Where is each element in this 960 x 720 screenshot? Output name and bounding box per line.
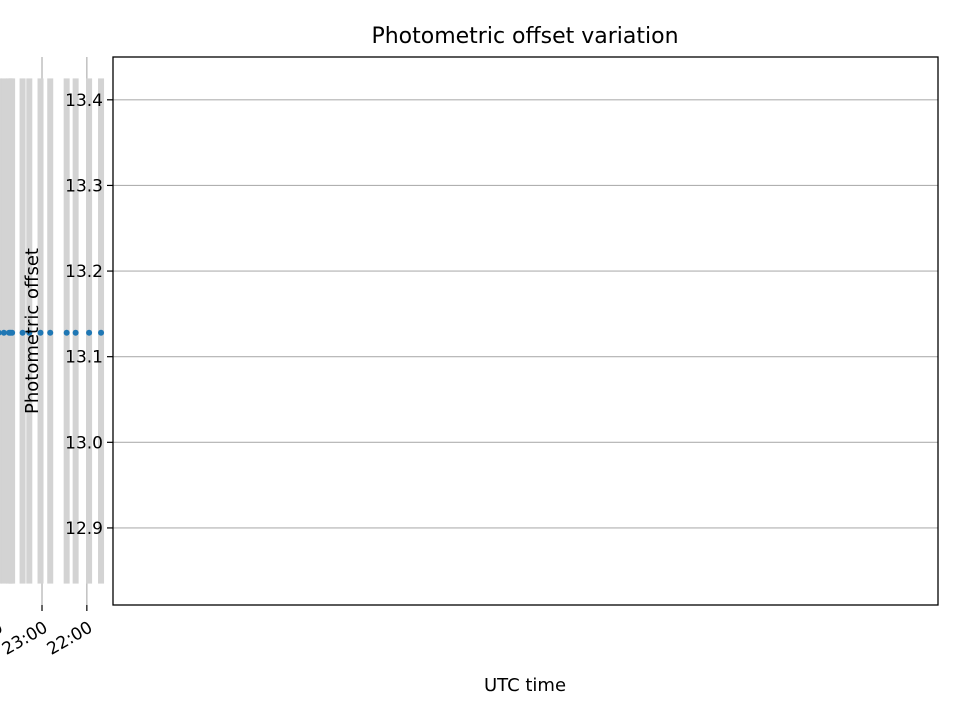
data-point (72, 329, 79, 336)
axes-frame (112, 56, 939, 606)
x-axis-label: UTC time (484, 675, 566, 696)
y-tick-label: 13.0 (65, 433, 103, 453)
data-point (6, 329, 13, 336)
data-point (98, 329, 105, 336)
data-point (47, 329, 54, 336)
y-tick-label: 13.3 (65, 176, 103, 196)
data-point (63, 329, 70, 336)
data-point (86, 329, 93, 336)
y-axis-label: Photometric offset (22, 248, 43, 414)
y-tick-label: 13.4 (65, 91, 103, 111)
data-point (19, 329, 26, 336)
plot-area: 22:0023:0000:0001:0002:0003:0012.913.013… (0, 56, 939, 660)
chart-title: Photometric offset variation (371, 24, 678, 49)
y-tick-label: 12.9 (65, 519, 103, 539)
data-point (26, 329, 33, 336)
data-point (0, 329, 7, 336)
data-point (0, 330, 2, 336)
y-tick-label: 13.2 (65, 262, 103, 282)
data-point (37, 329, 44, 336)
y-tick-label: 13.1 (65, 348, 103, 368)
